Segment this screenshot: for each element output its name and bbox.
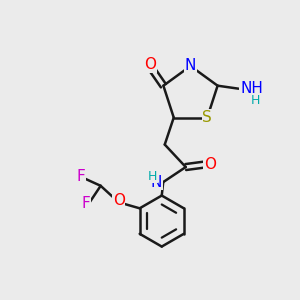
Text: H: H bbox=[250, 94, 260, 106]
Text: N: N bbox=[150, 175, 162, 190]
Text: O: O bbox=[113, 193, 125, 208]
Text: N: N bbox=[185, 58, 196, 74]
Text: NH: NH bbox=[240, 81, 263, 96]
Text: H: H bbox=[148, 169, 158, 183]
Text: S: S bbox=[202, 110, 212, 125]
Text: F: F bbox=[77, 169, 85, 184]
Text: F: F bbox=[81, 196, 90, 211]
Text: O: O bbox=[144, 57, 156, 72]
Text: O: O bbox=[204, 157, 216, 172]
